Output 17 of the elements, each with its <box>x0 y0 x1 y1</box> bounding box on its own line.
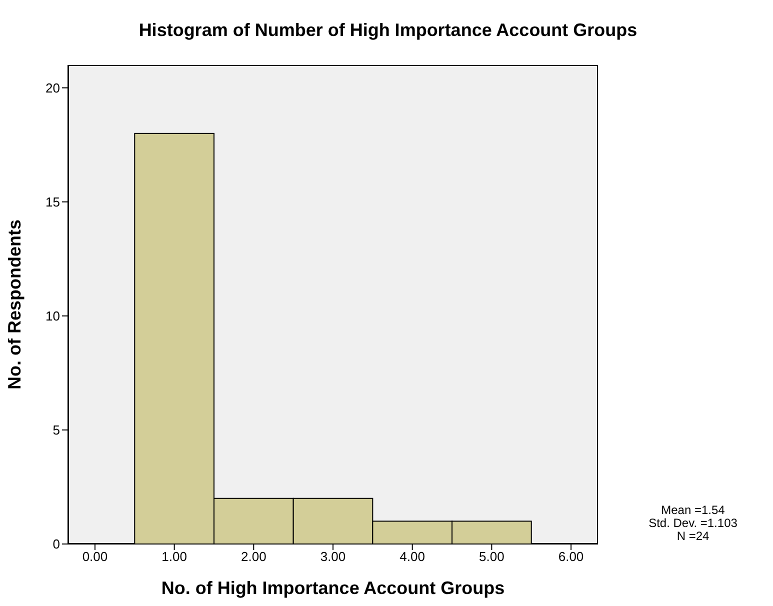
y-tick-label: 20 <box>46 80 60 96</box>
x-tick-label: 0.00 <box>82 549 108 564</box>
x-tick-label: 3.00 <box>320 549 346 564</box>
text: Std. Dev. =1.103 <box>648 516 738 530</box>
x-tick-label: 2.00 <box>241 549 266 564</box>
text: Mean =1.54 <box>660 503 726 517</box>
x-tick-label: 6.00 <box>558 549 584 564</box>
x-tick-label: 1.00 <box>162 549 187 564</box>
y-tick-label: 10 <box>46 308 60 324</box>
y-tick-label: 0 <box>52 536 60 552</box>
x-axis-title: No. of High Importance Account Groups <box>161 578 505 598</box>
text: N =24 <box>676 529 710 543</box>
y-tick-label: 5 <box>52 422 60 438</box>
y-tick-label: 15 <box>46 194 60 210</box>
x-tick-label: 4.00 <box>400 549 425 564</box>
chart-title: Histogram of Number of High Importance Account Groups <box>138 20 638 41</box>
x-tick-label: 5.00 <box>479 549 504 564</box>
